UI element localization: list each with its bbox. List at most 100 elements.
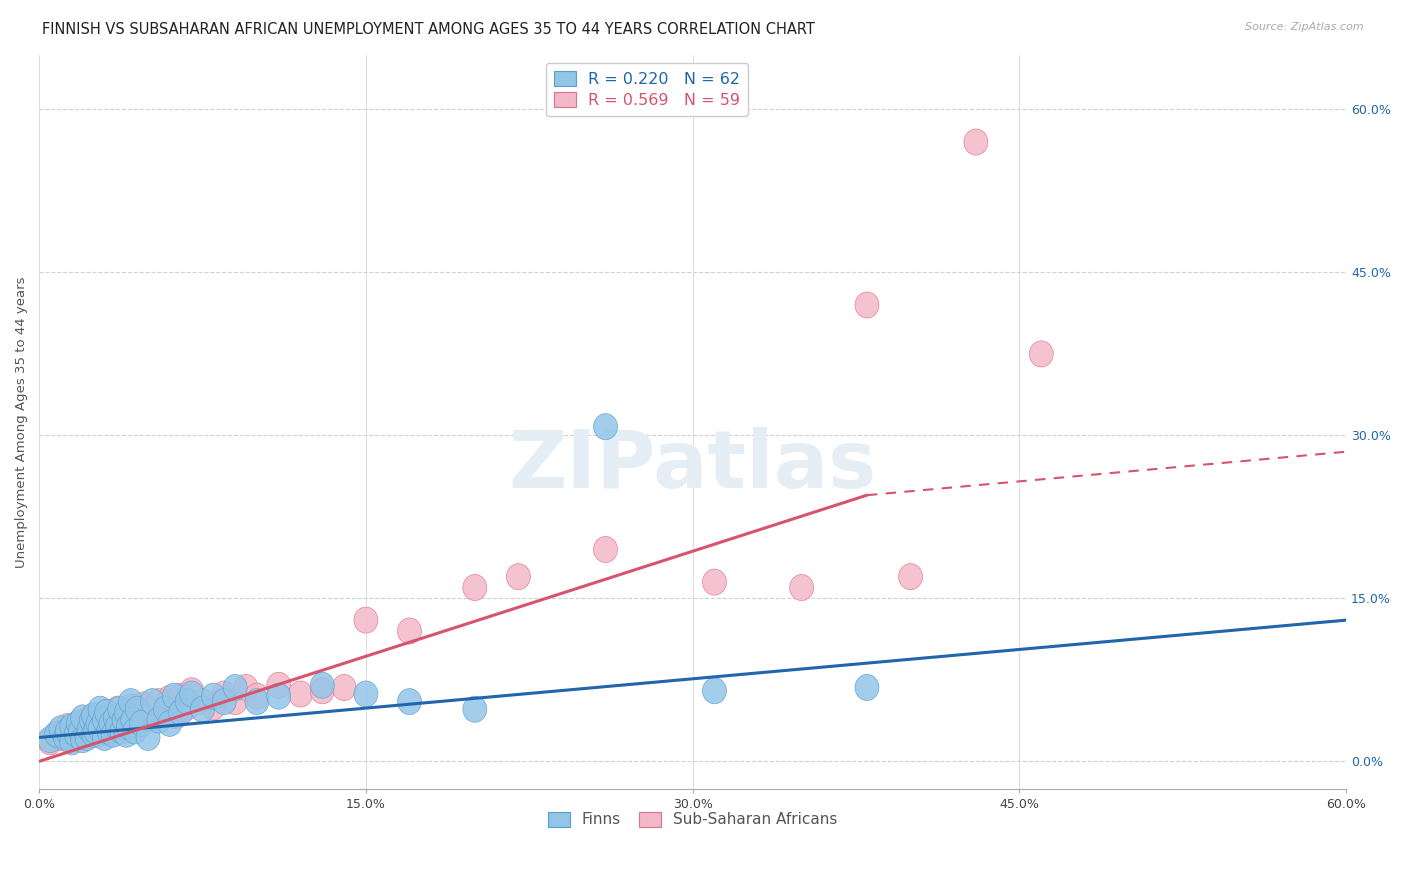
Ellipse shape: [176, 694, 200, 720]
Ellipse shape: [101, 721, 125, 747]
Ellipse shape: [114, 699, 138, 725]
Ellipse shape: [70, 727, 94, 753]
Ellipse shape: [55, 718, 79, 744]
Ellipse shape: [93, 714, 117, 739]
Text: ZIPatlas: ZIPatlas: [509, 427, 877, 505]
Ellipse shape: [104, 705, 128, 731]
Ellipse shape: [463, 574, 486, 600]
Ellipse shape: [104, 710, 128, 737]
Ellipse shape: [398, 618, 422, 644]
Ellipse shape: [790, 574, 814, 600]
Y-axis label: Unemployment Among Ages 35 to 44 years: Unemployment Among Ages 35 to 44 years: [15, 277, 28, 567]
Ellipse shape: [98, 710, 122, 737]
Ellipse shape: [703, 678, 727, 704]
Ellipse shape: [463, 696, 486, 723]
Ellipse shape: [65, 721, 89, 747]
Ellipse shape: [49, 724, 73, 750]
Ellipse shape: [122, 718, 148, 744]
Ellipse shape: [245, 683, 269, 709]
Ellipse shape: [77, 715, 101, 742]
Ellipse shape: [354, 607, 378, 633]
Ellipse shape: [398, 689, 422, 714]
Ellipse shape: [157, 710, 181, 737]
Ellipse shape: [153, 699, 177, 725]
Ellipse shape: [122, 699, 148, 725]
Ellipse shape: [84, 718, 108, 744]
Text: FINNISH VS SUBSAHARAN AFRICAN UNEMPLOYMENT AMONG AGES 35 TO 44 YEARS CORRELATION: FINNISH VS SUBSAHARAN AFRICAN UNEMPLOYME…: [42, 22, 815, 37]
Ellipse shape: [98, 705, 122, 731]
Ellipse shape: [169, 683, 193, 709]
Ellipse shape: [97, 718, 121, 744]
Ellipse shape: [136, 724, 160, 750]
Ellipse shape: [703, 569, 727, 595]
Ellipse shape: [191, 696, 215, 723]
Ellipse shape: [82, 703, 105, 729]
Ellipse shape: [288, 681, 312, 707]
Ellipse shape: [82, 715, 105, 742]
Ellipse shape: [118, 689, 142, 714]
Ellipse shape: [180, 681, 204, 707]
Ellipse shape: [70, 705, 94, 731]
Ellipse shape: [506, 564, 530, 590]
Ellipse shape: [125, 696, 149, 723]
Ellipse shape: [191, 689, 215, 714]
Ellipse shape: [45, 721, 69, 747]
Ellipse shape: [38, 729, 62, 755]
Ellipse shape: [128, 707, 152, 733]
Ellipse shape: [89, 715, 112, 742]
Ellipse shape: [1029, 341, 1053, 367]
Ellipse shape: [45, 721, 69, 747]
Ellipse shape: [141, 689, 165, 714]
Ellipse shape: [114, 721, 138, 747]
Ellipse shape: [60, 714, 84, 739]
Ellipse shape: [84, 703, 108, 729]
Ellipse shape: [121, 707, 145, 733]
Ellipse shape: [79, 710, 104, 737]
Ellipse shape: [162, 683, 186, 709]
Ellipse shape: [224, 689, 247, 714]
Ellipse shape: [965, 129, 988, 155]
Legend: Finns, Sub-Saharan Africans: Finns, Sub-Saharan Africans: [540, 804, 845, 836]
Ellipse shape: [267, 673, 291, 698]
Ellipse shape: [165, 703, 188, 729]
Ellipse shape: [97, 718, 121, 744]
Ellipse shape: [169, 699, 193, 725]
Ellipse shape: [66, 710, 90, 737]
Ellipse shape: [75, 724, 98, 750]
Ellipse shape: [49, 715, 73, 742]
Ellipse shape: [593, 414, 617, 440]
Ellipse shape: [212, 681, 236, 707]
Ellipse shape: [110, 714, 134, 739]
Ellipse shape: [60, 727, 84, 753]
Ellipse shape: [593, 536, 617, 563]
Ellipse shape: [70, 721, 94, 747]
Ellipse shape: [105, 714, 129, 739]
Ellipse shape: [176, 689, 200, 714]
Ellipse shape: [245, 689, 269, 714]
Ellipse shape: [110, 718, 134, 744]
Ellipse shape: [112, 707, 136, 733]
Ellipse shape: [75, 707, 98, 733]
Ellipse shape: [201, 683, 225, 709]
Ellipse shape: [132, 692, 156, 718]
Ellipse shape: [136, 705, 160, 731]
Ellipse shape: [89, 696, 112, 723]
Ellipse shape: [212, 689, 236, 714]
Ellipse shape: [114, 705, 138, 731]
Ellipse shape: [53, 724, 77, 750]
Ellipse shape: [66, 710, 90, 737]
Ellipse shape: [53, 718, 77, 744]
Ellipse shape: [93, 707, 117, 733]
Ellipse shape: [62, 715, 86, 742]
Ellipse shape: [201, 694, 225, 720]
Ellipse shape: [79, 707, 104, 733]
Ellipse shape: [224, 674, 247, 700]
Ellipse shape: [77, 718, 101, 744]
Ellipse shape: [141, 696, 165, 723]
Ellipse shape: [148, 689, 172, 714]
Ellipse shape: [94, 699, 118, 725]
Ellipse shape: [105, 696, 129, 723]
Ellipse shape: [121, 710, 145, 737]
Ellipse shape: [108, 696, 132, 723]
Ellipse shape: [129, 710, 153, 737]
